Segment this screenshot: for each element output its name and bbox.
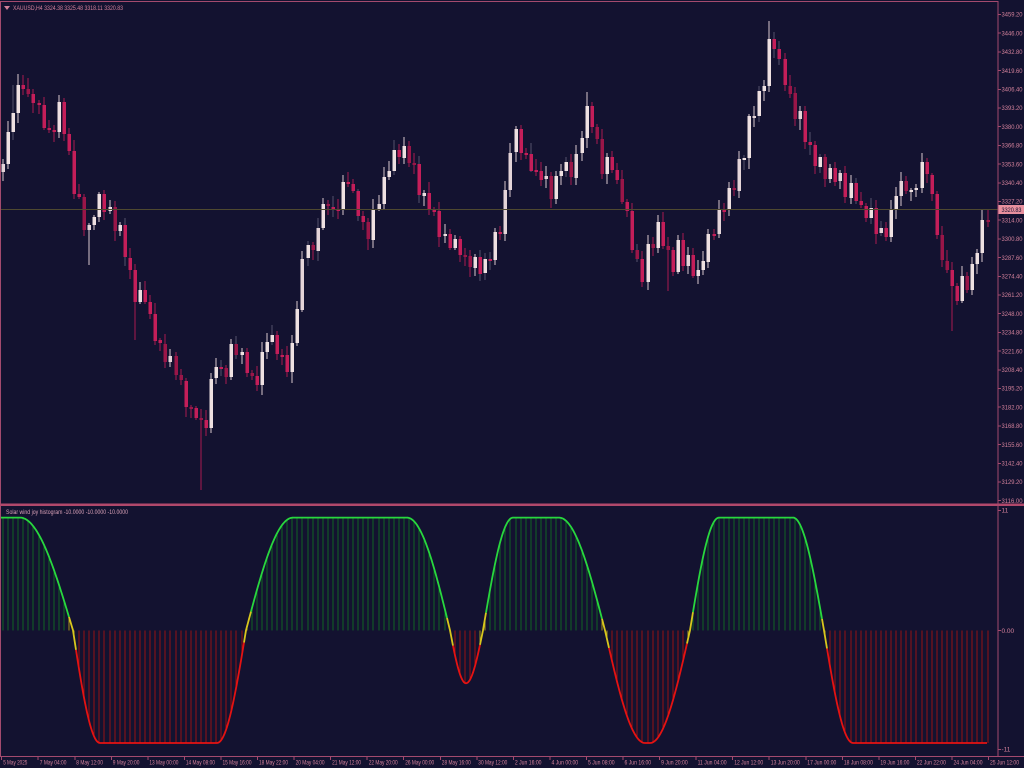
svg-text:3168.80: 3168.80 [1002, 423, 1023, 430]
svg-text:2 Jun 16:00: 2 Jun 16:00 [515, 761, 542, 767]
svg-text:9 May 20:00: 9 May 20:00 [113, 761, 140, 767]
svg-text:3155.60: 3155.60 [1002, 442, 1023, 449]
svg-text:3195.20: 3195.20 [1002, 386, 1023, 393]
svg-text:15 May 16:00: 15 May 16:00 [223, 761, 253, 767]
svg-text:6 Jun 16:00: 6 Jun 16:00 [625, 761, 652, 767]
svg-text:26 May 00:00: 26 May 00:00 [405, 761, 435, 767]
svg-text:14 May 08:00: 14 May 08:00 [186, 761, 216, 767]
svg-text:Solar wind joy histogram -10.0: Solar wind joy histogram -10.0000 -10.00… [6, 509, 128, 516]
svg-text:3432.80: 3432.80 [1002, 49, 1023, 56]
svg-text:24 Jun 04:00: 24 Jun 04:00 [954, 761, 984, 767]
svg-text:3419.60: 3419.60 [1002, 68, 1023, 75]
svg-text:19 Jun 16:00: 19 Jun 16:00 [880, 761, 910, 767]
svg-text:28 May 16:00: 28 May 16:00 [442, 761, 472, 767]
svg-text:20 May 04:00: 20 May 04:00 [296, 761, 326, 767]
svg-text:3393.20: 3393.20 [1002, 105, 1023, 112]
svg-text:3221.60: 3221.60 [1002, 348, 1023, 355]
svg-text:3327.20: 3327.20 [1002, 199, 1023, 206]
svg-text:3380.00: 3380.00 [1002, 124, 1023, 131]
svg-text:17 Jun 00:00: 17 Jun 00:00 [807, 761, 837, 767]
svg-text:3459.20: 3459.20 [1002, 12, 1023, 19]
svg-text:XAUUSD,H4 3324.38 3325.48 331: XAUUSD,H4 3324.38 3325.48 3318.11 3320.8… [13, 5, 123, 12]
svg-text:30 May 12:00: 30 May 12:00 [478, 761, 508, 767]
svg-text:8 May 12:00: 8 May 12:00 [76, 761, 103, 767]
svg-text:3261.20: 3261.20 [1002, 292, 1023, 299]
svg-text:13 May 00:00: 13 May 00:00 [149, 761, 179, 767]
svg-text:3208.40: 3208.40 [1002, 367, 1023, 374]
svg-text:3182.00: 3182.00 [1002, 404, 1023, 411]
svg-text:3274.40: 3274.40 [1002, 274, 1023, 281]
svg-text:11: 11 [1002, 508, 1009, 515]
svg-text:3406.40: 3406.40 [1002, 87, 1023, 94]
svg-text:3300.80: 3300.80 [1002, 236, 1023, 243]
svg-text:3320.83: 3320.83 [1002, 207, 1022, 214]
svg-text:22 May 20:00: 22 May 20:00 [369, 761, 399, 767]
svg-text:5 Jun 08:00: 5 Jun 08:00 [588, 761, 615, 767]
svg-text:3340.40: 3340.40 [1002, 180, 1023, 187]
svg-text:4 Jun 00:00: 4 Jun 00:00 [552, 761, 579, 767]
svg-text:3366.80: 3366.80 [1002, 143, 1023, 150]
svg-text:3116.00: 3116.00 [1002, 498, 1023, 505]
svg-text:7 May 04:00: 7 May 04:00 [40, 761, 67, 767]
svg-text:5 May 2025: 5 May 2025 [3, 761, 28, 767]
svg-text:3234.80: 3234.80 [1002, 330, 1023, 337]
svg-text:3353.60: 3353.60 [1002, 161, 1023, 168]
svg-text:18 Jun 08:00: 18 Jun 08:00 [844, 761, 874, 767]
svg-text:12 Jun 12:00: 12 Jun 12:00 [734, 761, 764, 767]
svg-text:3129.20: 3129.20 [1002, 479, 1023, 486]
svg-text:11 Jun 04:00: 11 Jun 04:00 [698, 761, 728, 767]
svg-text:18 May 22:00: 18 May 22:00 [259, 761, 289, 767]
svg-text:3248.00: 3248.00 [1002, 311, 1023, 318]
svg-text:9 Jun 20:00: 9 Jun 20:00 [661, 761, 688, 767]
svg-text:22 Jun 22:00: 22 Jun 22:00 [917, 761, 947, 767]
svg-text:21 May 12:00: 21 May 12:00 [332, 761, 362, 767]
svg-text:3287.60: 3287.60 [1002, 255, 1023, 262]
svg-text:13 Jun 20:00: 13 Jun 20:00 [771, 761, 801, 767]
svg-text:0.00: 0.00 [1002, 628, 1015, 635]
svg-text:25 Jun 12:00: 25 Jun 12:00 [990, 761, 1020, 767]
svg-text:3142.40: 3142.40 [1002, 461, 1023, 468]
svg-text:3446.00: 3446.00 [1002, 30, 1023, 37]
svg-text:3314.00: 3314.00 [1002, 217, 1023, 224]
svg-text:-11: -11 [1002, 747, 1011, 754]
